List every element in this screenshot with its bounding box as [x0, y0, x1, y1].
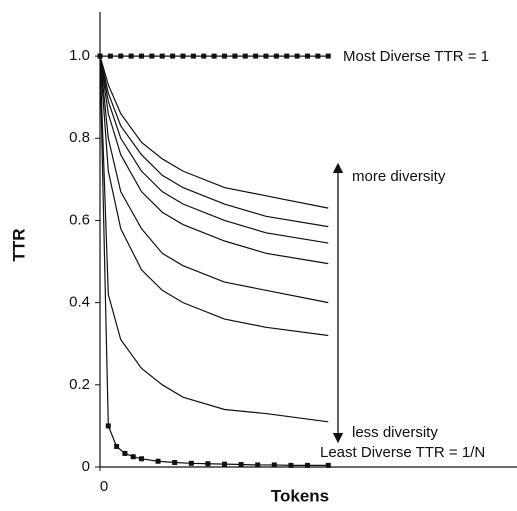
- line: [99, 56, 329, 466]
- line: [99, 55, 329, 244]
- marker: [325, 462, 331, 468]
- y-tick-label: 0.8: [69, 129, 90, 146]
- y-tick-label: 1.0: [69, 47, 90, 64]
- marker: [155, 458, 161, 464]
- marker: [263, 53, 269, 59]
- y-axis-label: TTR: [9, 228, 28, 261]
- line: [99, 55, 329, 209]
- marker: [97, 53, 103, 59]
- marker: [242, 53, 248, 59]
- marker: [122, 450, 128, 456]
- marker: [159, 53, 165, 59]
- marker: [118, 53, 124, 59]
- marker: [284, 53, 290, 59]
- marker: [139, 53, 144, 59]
- marker: [180, 53, 186, 59]
- marker: [211, 53, 217, 59]
- marker: [288, 462, 294, 468]
- marker: [114, 443, 120, 449]
- marker: [253, 53, 259, 59]
- marker: [255, 462, 261, 468]
- marker: [107, 53, 113, 59]
- line: [99, 56, 329, 423]
- marker: [105, 423, 111, 429]
- marker: [139, 456, 144, 462]
- line: [99, 56, 329, 304]
- marker: [201, 53, 207, 59]
- marker: [294, 53, 300, 59]
- annotation: Least Diverse TTR = 1/N: [320, 444, 485, 461]
- line: [99, 56, 329, 337]
- marker: [188, 460, 194, 466]
- marker: [271, 462, 277, 468]
- marker: [315, 53, 321, 59]
- line: [99, 56, 329, 265]
- x-tick-label: 0: [100, 478, 108, 495]
- marker: [190, 53, 196, 59]
- marker: [128, 53, 134, 59]
- marker: [222, 461, 227, 467]
- marker: [273, 53, 279, 59]
- y-tick-label: 0: [82, 458, 90, 475]
- annotation: less diversity: [352, 424, 438, 441]
- marker: [325, 53, 331, 59]
- marker: [205, 461, 211, 467]
- annotation: more diversity: [352, 168, 446, 185]
- marker: [305, 53, 310, 59]
- y-tick-label: 0.6: [69, 211, 90, 228]
- y-tick-label: 0.4: [69, 294, 90, 311]
- marker: [170, 53, 176, 59]
- annotation: Most Diverse TTR = 1: [343, 48, 489, 65]
- marker: [149, 53, 155, 59]
- marker: [172, 459, 178, 465]
- line: [99, 55, 329, 228]
- y-tick-label: 0.2: [69, 376, 90, 393]
- marker: [238, 462, 244, 468]
- marker: [232, 53, 238, 59]
- marker: [222, 53, 227, 59]
- x-axis-label: Tokens: [271, 486, 329, 505]
- marker: [130, 454, 136, 460]
- marker: [305, 462, 310, 468]
